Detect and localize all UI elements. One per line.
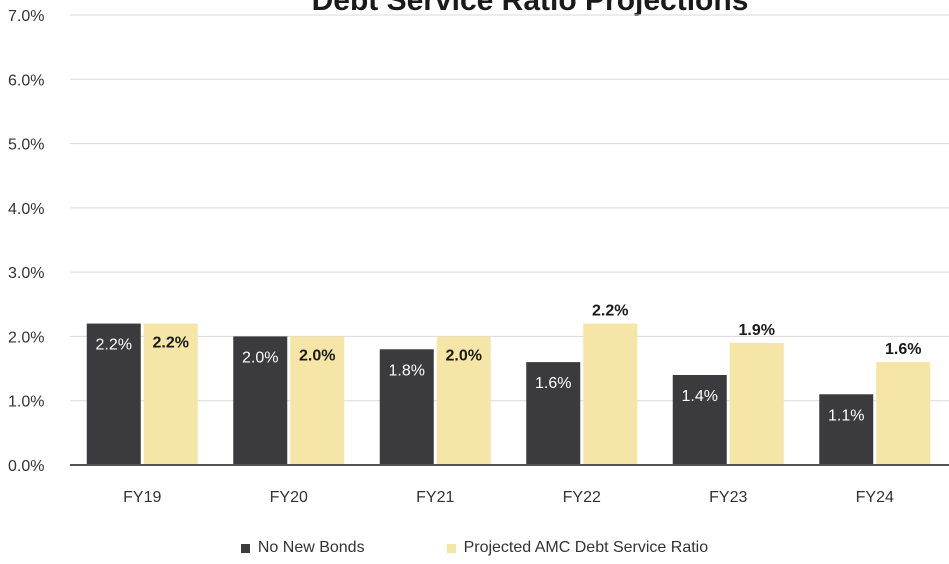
bar: [143, 323, 198, 465]
data-label: 2.0%: [299, 347, 335, 364]
bar: [379, 349, 434, 465]
y-tick-label: 7.0%: [8, 8, 44, 25]
bar: [233, 336, 288, 465]
x-tick-label: FY24: [856, 489, 894, 506]
x-tick-label: FY23: [709, 489, 747, 506]
legend-item-no-new-bonds: No New Bonds: [240, 539, 365, 557]
data-label: 2.0%: [446, 347, 482, 364]
bar: [86, 323, 141, 465]
data-label: 1.8%: [389, 362, 425, 379]
y-tick-label: 4.0%: [8, 201, 44, 218]
legend-label-projected-amc: Projected AMC Debt Service Ratio: [463, 539, 709, 556]
bar: [876, 362, 931, 465]
y-tick-label: 1.0%: [8, 394, 44, 411]
bar: [819, 394, 874, 465]
data-label: 2.0%: [242, 349, 278, 366]
x-tick-label: FY20: [270, 489, 308, 506]
x-tick-label: FY21: [416, 489, 454, 506]
data-label: 1.1%: [828, 407, 864, 424]
data-label: 1.9%: [739, 322, 775, 339]
bar: [672, 375, 727, 465]
legend: No New Bonds Projected AMC Debt Service …: [0, 539, 949, 557]
legend-label-no-new-bonds: No New Bonds: [257, 539, 365, 556]
y-tick-label: 2.0%: [8, 329, 44, 346]
bar: [729, 342, 784, 465]
data-label: 1.6%: [535, 375, 571, 392]
legend-swatch-projected-amc: [446, 543, 456, 553]
x-tick-label: FY22: [563, 489, 601, 506]
data-label: 1.6%: [885, 341, 921, 358]
y-tick-label: 3.0%: [8, 265, 44, 282]
data-label: 2.2%: [153, 335, 189, 352]
bar: [583, 323, 638, 465]
data-label: 2.2%: [592, 303, 628, 320]
data-label: 1.4%: [682, 388, 718, 405]
x-tick-label: FY19: [123, 489, 161, 506]
legend-swatch-no-new-bonds: [240, 543, 250, 553]
data-label: 2.2%: [96, 337, 132, 354]
y-tick-label: 0.0%: [8, 458, 44, 475]
y-tick-label: 6.0%: [8, 72, 44, 89]
y-tick-label: 5.0%: [8, 137, 44, 154]
bar: [290, 336, 345, 465]
bar: [526, 362, 581, 465]
bar: [436, 336, 491, 465]
legend-item-projected-amc: Projected AMC Debt Service Ratio: [446, 539, 709, 557]
chart-title: Debt Service Ratio Projections: [311, 0, 749, 17]
